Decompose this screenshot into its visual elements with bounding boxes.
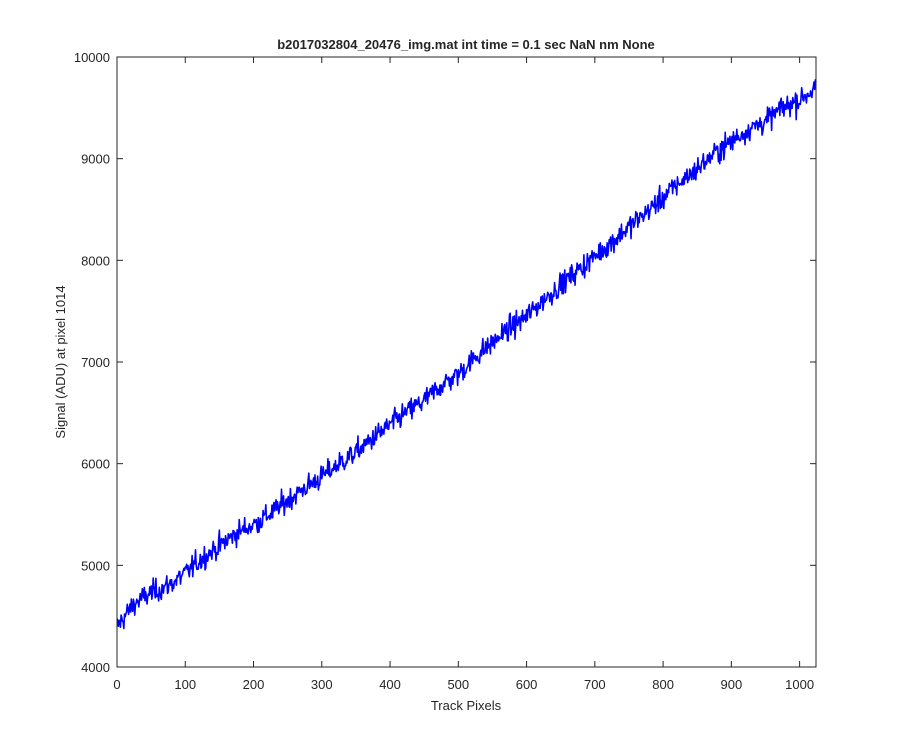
plot-area xyxy=(116,79,817,630)
x-tick-label: 400 xyxy=(379,677,401,692)
y-tick-label: 9000 xyxy=(81,152,110,167)
x-tick-label: 1000 xyxy=(785,677,814,692)
y-tick-label: 4000 xyxy=(81,660,110,675)
x-tick-label: 900 xyxy=(721,677,743,692)
y-tick-label: 5000 xyxy=(81,558,110,573)
x-axis-label: Track Pixels xyxy=(431,698,502,713)
x-tick-label: 300 xyxy=(311,677,333,692)
x-tick-label: 800 xyxy=(652,677,674,692)
y-tick-label: 8000 xyxy=(81,253,110,268)
y-tick-label: 10000 xyxy=(74,50,110,65)
y-axis-label: Signal (ADU) at pixel 1014 xyxy=(53,285,68,438)
x-tick-label: 600 xyxy=(516,677,538,692)
series-line-0 xyxy=(116,79,817,630)
axes: 0 100 200 300 400 500 600 700 800 900 1000 4000 5000… xyxy=(74,50,817,692)
y-tick-label: 6000 xyxy=(81,457,110,472)
x-tick-label: 0 xyxy=(113,677,120,692)
x-tick-label: 700 xyxy=(584,677,606,692)
y-tick-label: 7000 xyxy=(81,355,110,370)
x-tick-label: 200 xyxy=(243,677,265,692)
chart-title: b2017032804_20476_img.mat int time = 0.1… xyxy=(277,37,655,52)
x-tick-label: 100 xyxy=(174,677,196,692)
x-tick-label: 500 xyxy=(447,677,469,692)
